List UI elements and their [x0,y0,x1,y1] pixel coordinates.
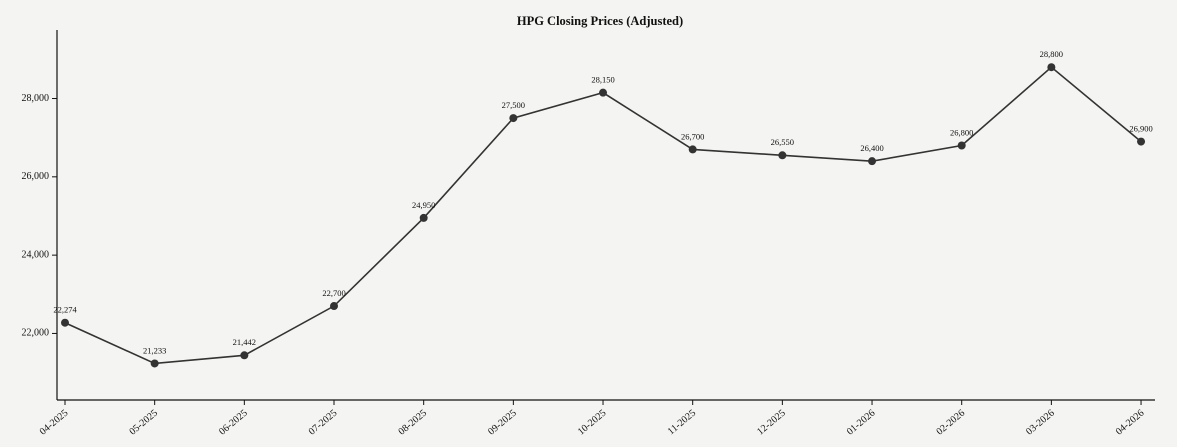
data-label: 26,800 [950,127,973,137]
data-label: 28,150 [591,75,614,85]
data-point [61,318,69,327]
data-label: 28,800 [1040,49,1063,59]
data-label: 27,500 [502,100,525,110]
data-label: 22,274 [53,305,77,315]
data-label: 26,400 [860,143,883,153]
data-point [509,114,518,123]
data-label: 24,950 [412,200,435,210]
chart-title: HPG Closing Prices (Adjusted) [517,14,683,28]
data-point [240,351,249,360]
data-point [150,359,159,368]
y-tick-label: 24,000 [22,249,50,260]
data-label: 22,700 [322,288,345,298]
data-point [419,213,428,222]
data-label: 26,700 [681,131,704,141]
y-tick-label: 22,000 [22,328,50,339]
data-point [957,141,966,150]
data-label: 21,442 [233,337,256,347]
data-point [778,151,787,160]
data-point [688,145,697,154]
data-label: 26,900 [1129,124,1152,134]
y-tick-label: 26,000 [22,171,50,182]
data-point [868,157,877,166]
data-point [1047,63,1056,72]
data-point [1137,137,1146,146]
data-point [599,88,608,97]
data-label: 21,233 [143,345,166,355]
data-point [330,302,339,311]
y-tick-label: 28,000 [22,93,50,104]
data-label: 26,550 [771,137,794,147]
